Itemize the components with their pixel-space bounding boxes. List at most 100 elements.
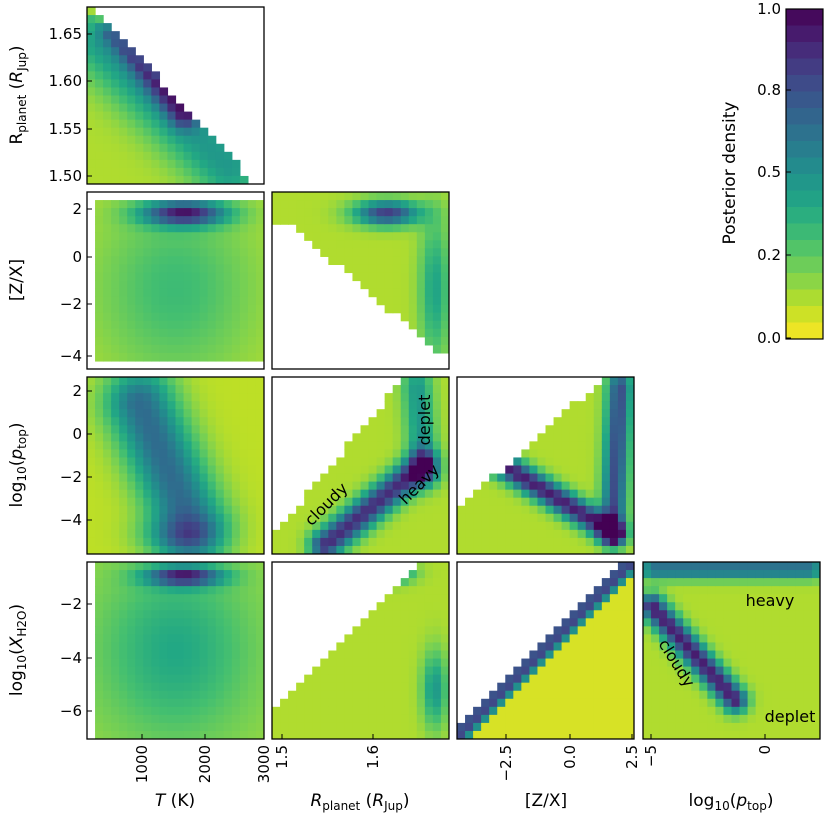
density-cell: [239, 224, 249, 233]
density-cell: [593, 529, 603, 539]
density-cell: [779, 578, 789, 587]
density-cell: [651, 586, 660, 595]
density-cell: [175, 481, 185, 491]
density-cell: [416, 425, 426, 434]
density-cell: [569, 497, 579, 507]
density-cell: [617, 714, 627, 724]
density-cell: [392, 690, 402, 700]
density-cell: [119, 714, 128, 724]
density-cell: [400, 264, 410, 274]
density-cell: [771, 634, 781, 644]
density-cell: [247, 722, 257, 732]
density-cell: [239, 690, 249, 700]
density-cell: [191, 296, 201, 306]
density-cell: [416, 409, 426, 418]
density-cell: [143, 690, 152, 700]
density-cell: [795, 650, 805, 660]
density-cell: [384, 240, 394, 249]
density-cell: [103, 393, 112, 402]
density-cell: [127, 320, 136, 330]
density-cell: [376, 417, 386, 426]
density-cell: [585, 690, 595, 700]
density-cell: [368, 529, 378, 539]
density-cell: [593, 433, 603, 442]
density-cell: [625, 473, 634, 483]
density-cell: [127, 537, 136, 547]
density-cell: [304, 545, 313, 554]
density-cell: [103, 79, 112, 89]
density-cell: [199, 489, 209, 499]
density-cell: [440, 280, 449, 290]
density-cell: [127, 658, 136, 668]
density-cell: [408, 529, 418, 539]
density-cell: [167, 666, 177, 676]
density-cell: [352, 722, 362, 732]
density-cell: [119, 449, 128, 459]
density-cell: [747, 618, 757, 627]
density-cell: [803, 658, 813, 668]
density-cell: [553, 642, 563, 652]
density-cell: [659, 610, 668, 619]
density-cell: [465, 545, 474, 554]
density-cell: [239, 280, 249, 290]
density-cell: [747, 674, 757, 684]
density-cell: [135, 385, 144, 394]
density-cell: [183, 465, 193, 475]
density-cell: [529, 465, 539, 475]
density-cell: [127, 200, 136, 209]
density-cell: [175, 578, 185, 587]
density-cell: [103, 280, 112, 290]
density-cell: [103, 175, 112, 184]
density-cell: [111, 401, 120, 410]
density-cell: [167, 521, 177, 531]
x-tick-label: 2.5: [623, 745, 641, 769]
density-cell: [609, 682, 619, 692]
density-cell: [384, 288, 394, 298]
density-cell: [683, 610, 692, 619]
density-cell: [432, 690, 442, 700]
density-cell: [489, 698, 498, 708]
density-cell: [159, 352, 169, 362]
density-cell: [183, 417, 193, 426]
density-cell: [199, 578, 209, 587]
density-cell: [609, 393, 619, 402]
density-cell: [215, 272, 225, 282]
density-cell: [465, 497, 474, 507]
density-cell: [529, 481, 539, 491]
density-cell: [651, 706, 660, 716]
density-cell: [400, 377, 410, 386]
density-cell: [384, 248, 394, 257]
density-cell: [175, 714, 185, 724]
density-cell: [489, 481, 498, 491]
density-cell: [643, 610, 652, 619]
density-cell: [625, 714, 634, 724]
density-cell: [207, 537, 217, 547]
density-cell: [408, 208, 418, 217]
density-cell: [111, 320, 120, 330]
density-cell: [95, 417, 104, 426]
density-cell: [223, 151, 233, 161]
density-cell: [336, 224, 346, 233]
density-cell: [239, 674, 249, 684]
density-cell: [223, 425, 233, 434]
density-cell: [199, 425, 209, 434]
density-cell: [159, 256, 169, 266]
density-cell: [577, 602, 587, 611]
density-cell: [119, 722, 128, 732]
density-cell: [384, 642, 394, 652]
density-cell: [111, 457, 120, 467]
density-cell: [231, 288, 241, 298]
density-cell: [336, 489, 346, 499]
density-cell: [787, 666, 797, 676]
density-cell: [247, 232, 257, 241]
density-cell: [537, 730, 547, 739]
density-cell: [95, 465, 104, 475]
density-cell: [288, 208, 297, 217]
density-cell: [247, 698, 257, 708]
density-cell: [175, 232, 185, 241]
density-cell: [167, 730, 177, 739]
density-cell: [416, 417, 426, 426]
density-cell: [432, 730, 442, 739]
density-cell: [135, 674, 144, 684]
density-cell: [119, 159, 128, 169]
